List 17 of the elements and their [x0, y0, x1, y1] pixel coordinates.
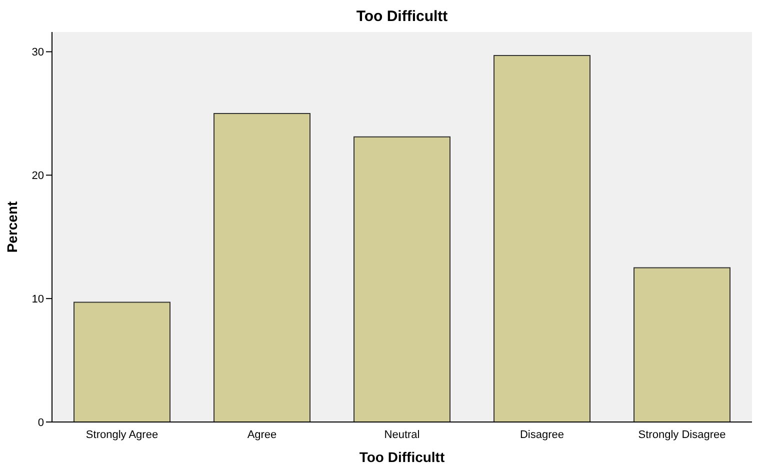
y-tick-label: 10: [32, 293, 44, 306]
bar: [74, 302, 170, 422]
bar: [494, 54, 590, 422]
x-tick-label: Strongly Agree: [86, 428, 158, 441]
bar: [634, 267, 730, 422]
bar: [354, 136, 450, 422]
chart-title: Too Difficultt: [355, 8, 449, 25]
y-axis-title: Percent: [4, 200, 20, 253]
x-tick-label: Agree: [247, 428, 277, 441]
y-tick-label: 20: [32, 170, 44, 182]
y-tick-label: 30: [32, 46, 44, 59]
x-tick-label: Neutral: [384, 428, 420, 441]
y-tick-label: 0: [38, 416, 44, 429]
x-tick-label: Disagree: [520, 428, 564, 441]
x-tick-label: Strongly Disagree: [638, 428, 726, 441]
x-axis-title: Too Difficultt: [359, 449, 445, 465]
bar: [214, 112, 310, 422]
